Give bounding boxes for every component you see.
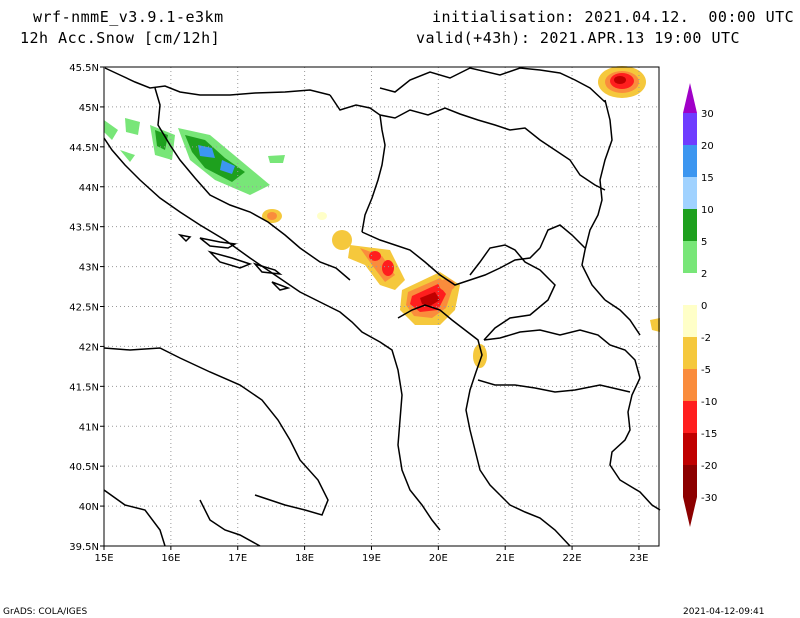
colorbar-label: -15 (701, 429, 717, 440)
colorbar-label: 0 (701, 301, 707, 312)
lat-tick-label: 45N (79, 103, 99, 114)
valid-time: valid(+43h): 2021.APR.13 19:00 UTC (416, 29, 741, 47)
colorbar-label: 10 (701, 205, 714, 216)
colorbar-segment (683, 305, 697, 337)
colorbar-bottom-arrow (683, 497, 697, 527)
lat-tick-label: 39.5N (69, 542, 99, 553)
colorbar-segment (683, 177, 697, 209)
lon-tick-label: 16E (161, 553, 180, 564)
gridlines (104, 67, 659, 546)
colorbar-segment (683, 433, 697, 465)
lon-tick-label: 21E (496, 553, 515, 564)
lon-tick-label: 22E (563, 553, 582, 564)
lon-tick-label: 19E (362, 553, 381, 564)
colorbar-label: -2 (701, 333, 711, 344)
lon-tick-label: 18E (295, 553, 314, 564)
lat-tick-label: 40N (79, 502, 99, 513)
field-name: 12h Acc.Snow [cm/12h] (20, 29, 221, 47)
colorbar-segment (683, 465, 697, 497)
colorbar-label: -10 (701, 397, 717, 408)
lat-tick-label: 45.5N (69, 63, 99, 74)
lon-axis: 15E 16E 17E 18E 19E 20E 21E 22E 23E (94, 546, 648, 564)
colorbar-segment (683, 401, 697, 433)
colorbar-segment (683, 241, 697, 273)
model-name: wrf-nmmE_v3.9.1-e3km (33, 8, 224, 26)
colorbar-segment (683, 337, 697, 369)
lat-tick-label: 44N (79, 183, 99, 194)
init-time: initialisation: 2021.04.12. 00:00 UTC (432, 8, 795, 26)
lon-tick-label: 17E (228, 553, 247, 564)
colorbar-segment (683, 145, 697, 177)
lat-tick-label: 41.5N (69, 382, 99, 393)
colorbar-segment (683, 369, 697, 401)
colorbar-label: 15 (701, 173, 714, 184)
lat-tick-label: 43.5N (69, 223, 99, 234)
colorbar-label: 5 (701, 237, 707, 248)
colorbar-segment (683, 209, 697, 241)
timestamp-text: 2021-04-12-09:41 (683, 607, 765, 617)
lat-tick-label: 40.5N (69, 462, 99, 473)
colorbar-top-arrow (683, 83, 697, 113)
colorbar-segment (683, 273, 697, 305)
colorbar-label: 20 (701, 141, 714, 152)
colorbar-segment (683, 113, 697, 145)
colorbar-label: 2 (701, 269, 707, 280)
lat-tick-label: 42N (79, 342, 99, 353)
lat-axis: 45.5N 45N 44.5N 44N 43.5N 43N 42.5N 42N 41.5N 41N… (69, 63, 104, 553)
lat-tick-label: 41N (79, 422, 99, 433)
lon-tick-label: 20E (429, 553, 448, 564)
credit-text: GrADS: COLA/IGES (3, 607, 88, 617)
colorbar-label: 30 (701, 109, 714, 120)
lat-tick-label: 43N (79, 263, 99, 274)
lat-tick-label: 42.5N (69, 303, 99, 314)
snow-field (104, 66, 660, 368)
coastlines-borders (103, 67, 661, 547)
colorbar-label: -30 (701, 493, 717, 504)
lon-tick-label: 23E (629, 553, 648, 564)
colorbar-label: -5 (701, 365, 711, 376)
lat-tick-label: 44.5N (69, 143, 99, 154)
lon-tick-label: 15E (94, 553, 113, 564)
colorbar-label: -20 (701, 461, 717, 472)
